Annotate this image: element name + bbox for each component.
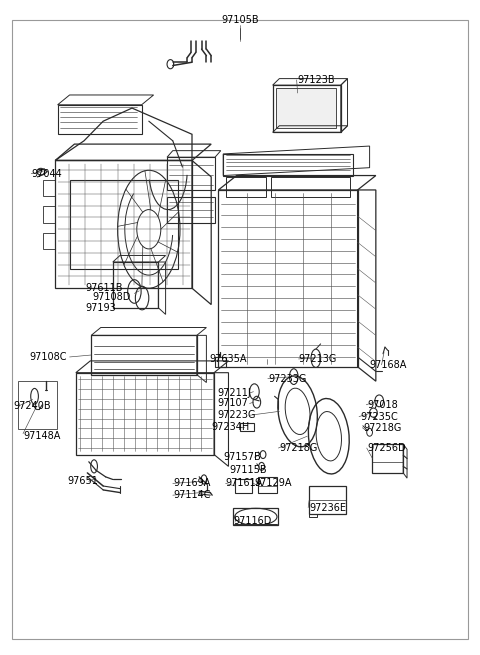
Polygon shape [276,88,336,128]
Text: 97635A: 97635A [210,354,247,364]
Text: 97236E: 97236E [309,502,346,513]
Text: 97218G: 97218G [279,443,318,453]
Text: 97223G: 97223G [217,410,255,421]
Text: 97193: 97193 [85,303,116,313]
Text: 97213G: 97213G [299,354,337,364]
Text: 97115B: 97115B [229,464,267,475]
Text: 97114C: 97114C [174,490,211,500]
Text: 97651: 97651 [67,476,98,487]
Text: 97256D: 97256D [368,443,406,453]
Text: 97129A: 97129A [254,478,292,489]
Text: 97235C: 97235C [360,411,398,422]
Text: 97018: 97018 [367,400,398,410]
Text: 97105B: 97105B [221,15,259,25]
Text: 97044: 97044 [31,168,62,179]
Text: 97123B: 97123B [298,75,335,85]
Text: 97148A: 97148A [23,430,60,441]
Text: 97108C: 97108C [30,352,67,362]
Text: 97107: 97107 [217,398,248,409]
Text: 97169A: 97169A [174,478,211,489]
Text: 97234H: 97234H [211,422,250,432]
Text: 97211J: 97211J [217,388,251,398]
Text: 97108D: 97108D [92,292,131,303]
Text: 97233G: 97233G [269,373,307,384]
Text: 97116D: 97116D [233,515,272,526]
Text: 97157B: 97157B [223,452,261,462]
Text: 97168A: 97168A [370,360,407,370]
Text: 97161A: 97161A [226,478,263,489]
Text: 97611B: 97611B [85,283,123,293]
Text: 97218G: 97218G [363,422,402,433]
Text: 97240B: 97240B [13,401,51,411]
